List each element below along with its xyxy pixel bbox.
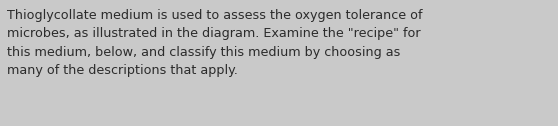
Text: Thioglycollate medium is used to assess the oxygen tolerance of
microbes, as ill: Thioglycollate medium is used to assess … (7, 9, 423, 77)
